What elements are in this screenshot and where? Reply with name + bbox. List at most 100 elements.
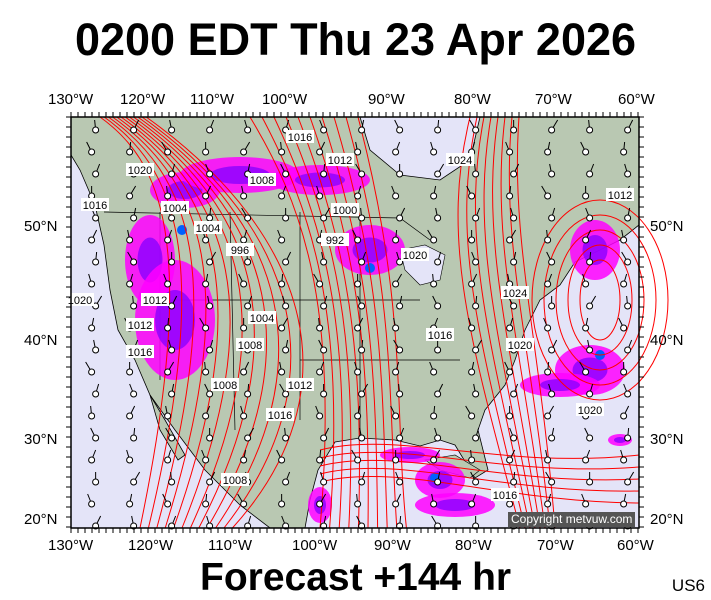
- wind-barb-station: [354, 456, 362, 464]
- wind-barb-station: [434, 258, 442, 266]
- wind-barb-station: [130, 258, 138, 266]
- wind-barb-station: [130, 302, 138, 310]
- wind-barb-station: [586, 214, 594, 222]
- wind-barb-station: [548, 390, 556, 398]
- precip-core: [352, 237, 388, 263]
- isobar-label-bg: [126, 163, 154, 176]
- isobar-label-bg: [576, 403, 604, 416]
- lon-label-bottom: 100°W: [292, 537, 338, 554]
- wind-barb-station: [358, 258, 366, 266]
- wind-barb-station: [92, 258, 100, 266]
- wind-barb-station: [88, 456, 96, 464]
- wind-barb-station: [164, 500, 172, 508]
- lon-label-bottom: 110°W: [208, 537, 253, 554]
- wind-barb-station: [92, 390, 100, 398]
- wind-barb-station: [620, 500, 628, 508]
- wind-barb-station: [168, 214, 176, 222]
- wind-barb-station: [586, 170, 594, 178]
- precip-core: [395, 451, 425, 459]
- wind-barb-station: [240, 192, 248, 200]
- wind-barb-station: [206, 390, 214, 398]
- isobar-label: 1024: [503, 288, 527, 300]
- wind-barb-station: [92, 346, 100, 354]
- wind-barb-station: [240, 324, 248, 332]
- wind-barb-station: [164, 324, 172, 332]
- wind-barb-station: [620, 148, 628, 156]
- isobar-label: 1020: [68, 295, 92, 307]
- wind-barb-station: [468, 236, 476, 244]
- wind-barb-station: [624, 478, 632, 486]
- region-code: US6: [671, 576, 705, 595]
- wind-barb-station: [472, 346, 480, 354]
- wind-barb-station: [164, 368, 172, 376]
- lat-label-left: 40°N: [24, 332, 58, 349]
- isobar-line: [112, 116, 207, 529]
- wind-barb-station: [620, 412, 628, 420]
- isobar-label: 996: [231, 245, 249, 257]
- wind-barb-station: [548, 302, 556, 310]
- lon-label-top: 100°W: [262, 91, 308, 108]
- wind-barb-station: [468, 500, 476, 508]
- wind-barb-station: [396, 390, 404, 398]
- isobar-label-bg: [221, 473, 249, 486]
- wind-barb-station: [430, 192, 438, 200]
- lon-label-top: 120°W: [120, 91, 166, 108]
- wind-barb-station: [88, 368, 96, 376]
- wind-barb-station: [320, 258, 328, 266]
- wind-barb-station: [430, 368, 438, 376]
- wind-barb-station: [510, 214, 518, 222]
- wind-barb-station: [392, 368, 400, 376]
- wind-barb-station: [624, 258, 632, 266]
- wind-barb-station: [278, 148, 286, 156]
- isobar-label: 1008: [250, 175, 274, 187]
- wind-barb-station: [92, 214, 100, 222]
- precip-heavy: [365, 263, 375, 273]
- wind-barb-station: [282, 170, 290, 178]
- isobar-label: 1016: [288, 132, 312, 144]
- wind-barb-station: [510, 434, 518, 442]
- wind-barb-station: [468, 192, 476, 200]
- wind-barb-station: [282, 214, 290, 222]
- wind-barb-station: [544, 324, 552, 332]
- wind-barb-station: [582, 500, 590, 508]
- isobar-label-bg: [506, 338, 534, 351]
- isobar-label-bg: [491, 488, 519, 501]
- lon-label-top: 80°W: [454, 91, 491, 108]
- wind-barb-station: [582, 368, 590, 376]
- wind-barb-station: [544, 148, 552, 156]
- precip-core: [582, 235, 608, 265]
- isobar-line: [116, 116, 219, 529]
- wind-barb-station: [126, 280, 134, 288]
- wind-barb-station: [164, 280, 172, 288]
- wind-barb-station: [620, 456, 628, 464]
- isobar-label: 1016: [128, 347, 152, 359]
- wind-barb-station: [620, 368, 628, 376]
- wind-barb-station: [244, 302, 252, 310]
- wind-barb-station: [320, 390, 328, 398]
- isobar-line: [99, 116, 171, 529]
- forecast-hour: Forecast +144 hr: [200, 556, 512, 599]
- wind-barb-station: [434, 214, 442, 222]
- isobar-line: [129, 116, 255, 529]
- wind-barb-station: [434, 346, 442, 354]
- wind-barb-station: [510, 126, 518, 134]
- wind-barb-station: [506, 368, 514, 376]
- wind-barb-station: [316, 324, 324, 332]
- wind-barb-station: [206, 302, 214, 310]
- wind-barb-station: [126, 192, 134, 200]
- wind-barb-station: [126, 456, 134, 464]
- isobar-label: 1012: [128, 320, 152, 332]
- isobar-label: 1012: [328, 155, 352, 167]
- isobar-label-bg: [401, 248, 429, 261]
- wind-barb-station: [582, 192, 590, 200]
- wind-barb-station: [586, 478, 594, 486]
- wind-barb-station: [88, 280, 96, 288]
- wind-barb-station: [244, 214, 252, 222]
- wind-barb-station: [126, 500, 134, 508]
- wind-barb-station: [392, 280, 400, 288]
- wind-barb-station: [168, 302, 176, 310]
- wind-barb-station: [202, 148, 210, 156]
- wind-barb-station: [164, 148, 172, 156]
- wind-barb-station: [278, 324, 286, 332]
- wind-barb-station: [88, 500, 96, 508]
